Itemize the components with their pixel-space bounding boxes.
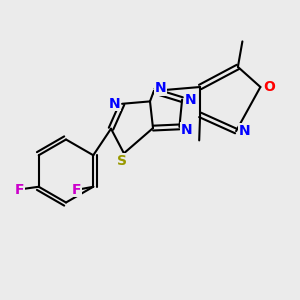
Text: N: N: [185, 93, 196, 106]
Text: F: F: [14, 183, 24, 197]
Text: O: O: [263, 80, 275, 94]
Text: N: N: [109, 97, 120, 111]
Text: S: S: [117, 154, 128, 168]
Text: N: N: [155, 82, 166, 95]
Text: N: N: [239, 124, 250, 138]
Text: F: F: [72, 183, 82, 197]
Text: N: N: [181, 123, 193, 137]
